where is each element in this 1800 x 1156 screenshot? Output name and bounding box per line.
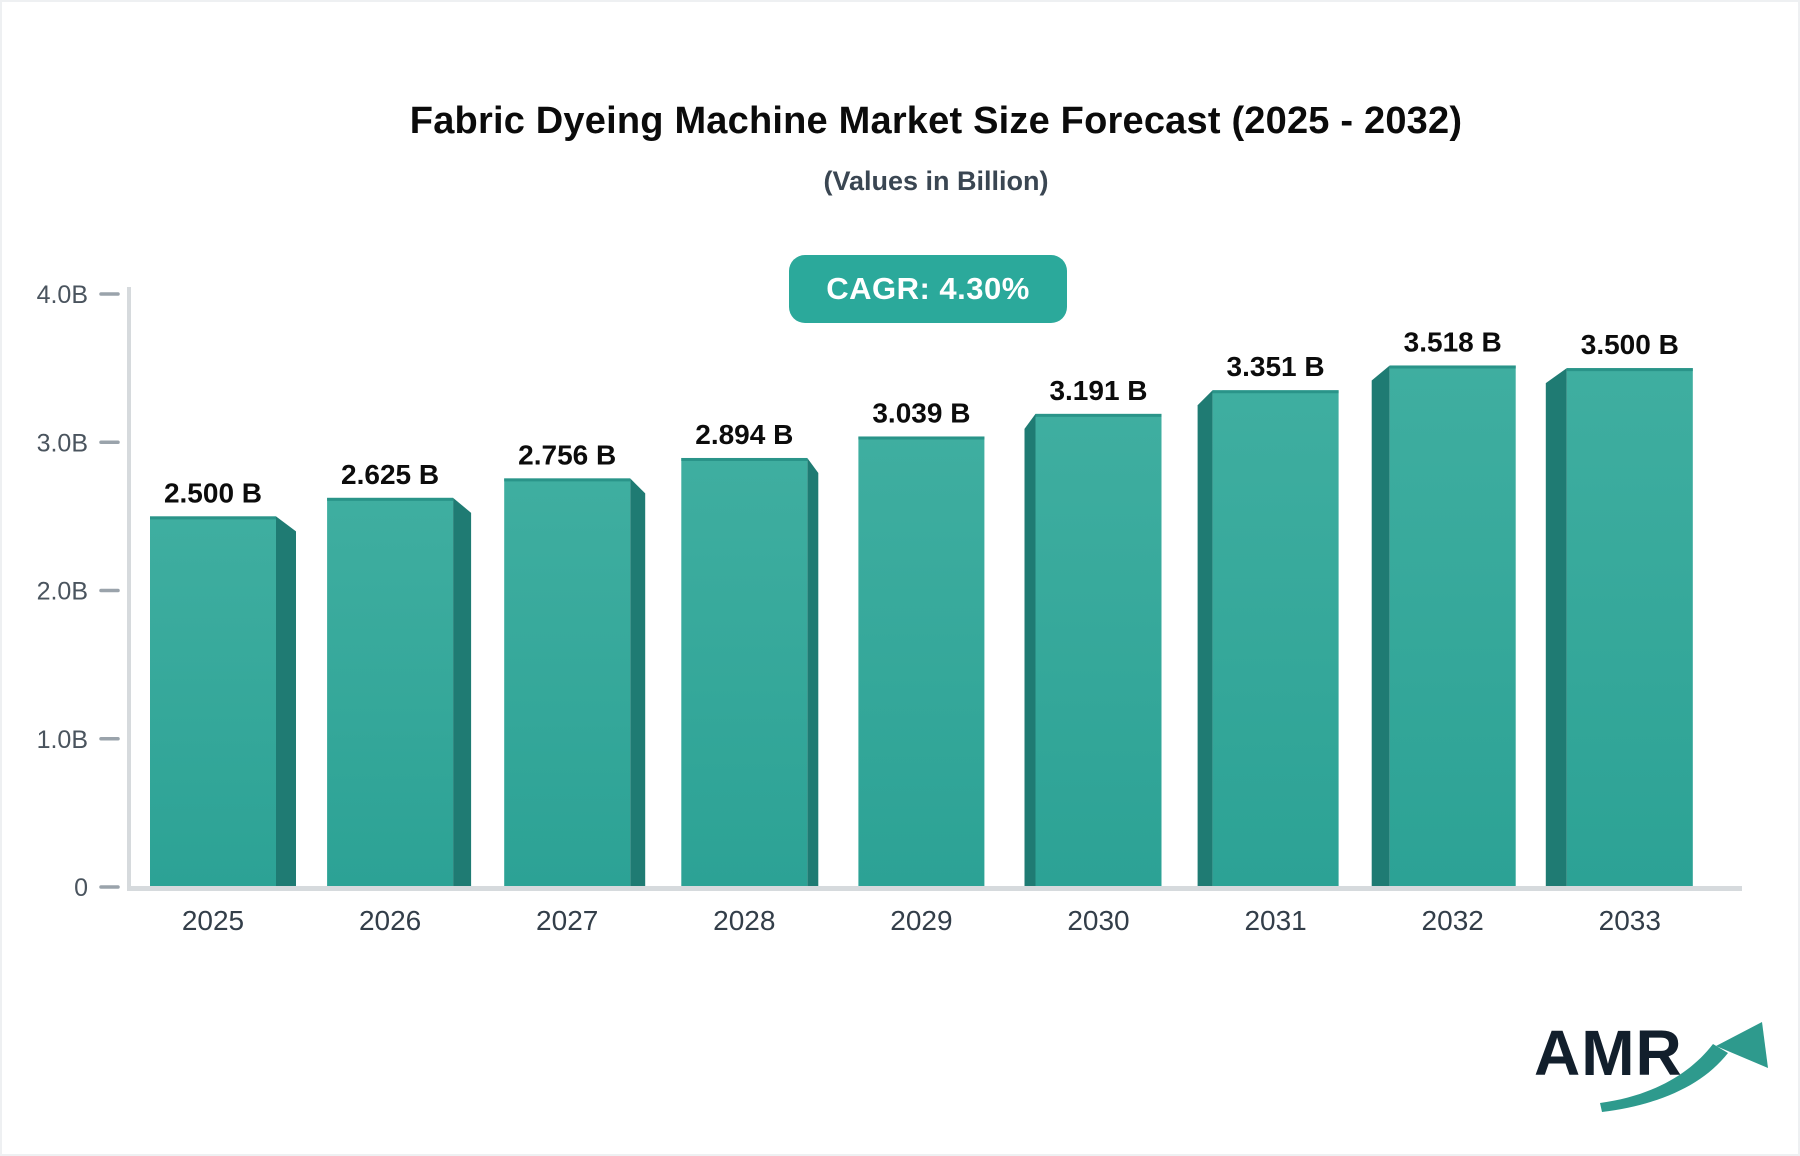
x-tick-label: 2026 [359,905,421,936]
y-tick-label: 0 [74,874,88,902]
bar-value-label: 3.500 B [1581,329,1679,360]
bar [150,516,276,887]
bar-side [1545,368,1567,887]
logo-arrow-icon [1600,1022,1768,1112]
bar-side [1371,365,1390,887]
bar [1035,413,1162,887]
x-tick-label: 2033 [1599,905,1661,936]
cagr-badge: CAGR: 4.30% [789,255,1067,323]
bar-side [453,497,472,887]
bar-value-label: 2.894 B [695,419,793,450]
y-axis-line [127,287,131,890]
bar [858,436,985,887]
x-axis-line [127,886,1742,891]
x-tick-label: 2028 [713,905,775,936]
logo-text: AMR [1534,1017,1683,1089]
x-tick-label: 2030 [1067,905,1129,936]
x-tick-label: 2027 [536,905,598,936]
cagr-label: CAGR: 4.30% [826,271,1030,306]
bar [1212,390,1339,887]
x-tick-label: 2029 [890,905,952,936]
bar-side [1197,390,1213,887]
x-tick-label: 2031 [1244,905,1306,936]
bar [327,497,454,887]
bar [681,457,808,887]
bar-side [807,457,819,887]
bar-value-label: 3.191 B [1049,375,1147,406]
bar-side [276,516,296,887]
amr-logo: AMR [1510,1008,1790,1133]
x-tick-label: 2025 [182,905,244,936]
bar-side [630,478,646,887]
chart-title: Fabric Dyeing Machine Market Size Foreca… [409,100,1463,142]
y-tick-label: 1.0B [37,726,88,754]
bar-value-label: 3.518 B [1404,326,1502,357]
chart-subtitle: (Values in Billion) [823,166,1049,196]
x-tick-label: 2032 [1422,905,1484,936]
y-tick-label: 4.0B [37,281,88,309]
bar-value-label: 2.500 B [164,477,262,508]
bar-value-label: 3.039 B [872,397,970,428]
bar-value-label: 2.756 B [518,439,616,470]
bar-side [1024,413,1036,887]
bar-value-label: 2.625 B [341,459,439,490]
bar [1389,365,1516,887]
y-tick-label: 3.0B [37,429,88,457]
bar [1566,368,1693,887]
bar [504,478,631,887]
bar-value-label: 3.351 B [1227,351,1325,382]
y-tick-label: 2.0B [37,578,88,606]
